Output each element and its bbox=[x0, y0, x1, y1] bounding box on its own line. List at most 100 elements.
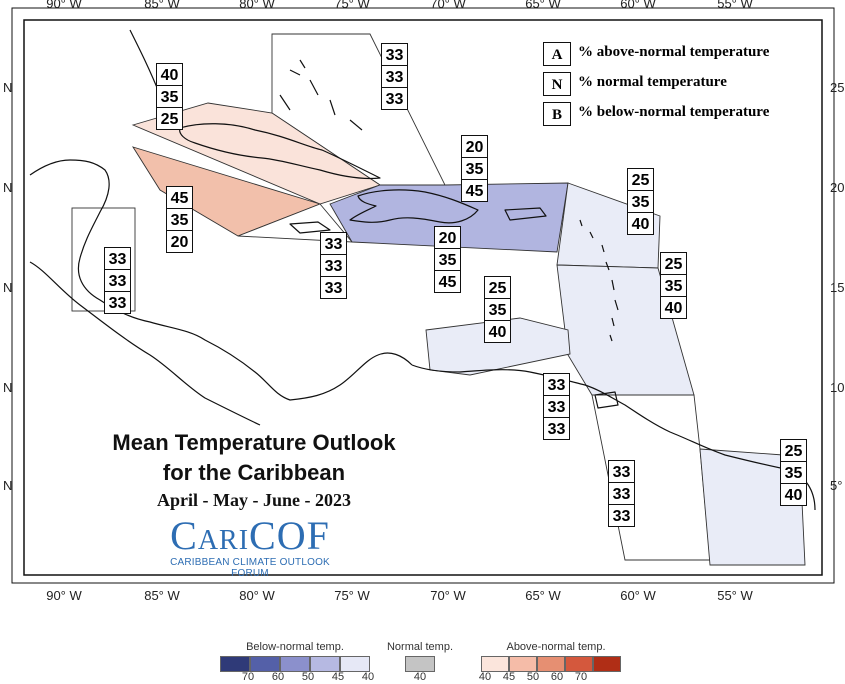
scale-tick-below: 60 bbox=[271, 671, 285, 683]
region-cayman-jamaica-values: 45 35 20 bbox=[166, 186, 193, 253]
value-below: 45 bbox=[461, 179, 488, 202]
scale-tick-below: 70 bbox=[241, 671, 255, 683]
scale-swatch-normal bbox=[405, 656, 435, 672]
value-above: 25 bbox=[484, 276, 511, 299]
region-leeward-values: 25 35 40 bbox=[627, 168, 654, 235]
value-normal: 33 bbox=[104, 269, 131, 292]
lon-label-top: 70° W bbox=[430, 0, 466, 11]
scale-swatch-above bbox=[565, 656, 593, 672]
lat-label-right: 5° bbox=[830, 478, 843, 493]
value-above: 33 bbox=[543, 373, 570, 396]
scale-swatch-below bbox=[220, 656, 250, 672]
value-normal: 35 bbox=[156, 85, 183, 108]
value-below: 33 bbox=[608, 504, 635, 527]
mexico-central-america-outline bbox=[29, 159, 413, 401]
hispaniola-outline bbox=[349, 189, 479, 224]
lon-label-bottom: 65° W bbox=[525, 588, 561, 603]
lat-label-right: 15 bbox=[830, 280, 845, 295]
zone-cuba bbox=[131, 102, 382, 205]
lon-label-top: 85° W bbox=[144, 0, 180, 11]
value-above: 20 bbox=[461, 135, 488, 158]
value-above: 40 bbox=[156, 63, 183, 86]
map-inner-frame bbox=[23, 19, 823, 576]
lesser-antilles-outline bbox=[579, 219, 619, 342]
scale-tick-below: 40 bbox=[361, 671, 375, 683]
scale-swatch-above bbox=[537, 656, 565, 672]
lat-label-left: N bbox=[3, 80, 13, 95]
value-below: 40 bbox=[484, 320, 511, 343]
scale-tick-above: 60 bbox=[550, 671, 564, 683]
puerto-rico-outline bbox=[504, 207, 547, 221]
value-normal: 35 bbox=[461, 157, 488, 180]
scale-swatch-below bbox=[250, 656, 280, 672]
lon-label-bottom: 85° W bbox=[144, 588, 180, 603]
scale-swatch-below bbox=[340, 656, 370, 672]
value-normal: 35 bbox=[166, 208, 193, 231]
value-below: 33 bbox=[320, 276, 347, 299]
map-subtitle: for the Caribbean bbox=[162, 460, 346, 485]
region-bahamas-values: 33 33 33 bbox=[381, 43, 408, 110]
value-above: 33 bbox=[320, 232, 347, 255]
season-label: April - May - June - 2023 bbox=[157, 490, 351, 510]
lon-label-top: 80° W bbox=[239, 0, 275, 11]
value-above: 25 bbox=[780, 439, 807, 462]
lat-label-right: 10 bbox=[830, 380, 845, 395]
legend-text-above: % above-normal temperature bbox=[578, 44, 770, 60]
scale-swatch-above bbox=[481, 656, 509, 672]
trinidad-outline bbox=[594, 391, 619, 409]
region-cuba-values: 40 35 25 bbox=[156, 63, 183, 130]
value-below: 33 bbox=[381, 87, 408, 110]
central-america-pacific-outline bbox=[29, 261, 261, 426]
value-normal: 33 bbox=[608, 482, 635, 505]
scale-title-normal: Normal temp. bbox=[386, 641, 454, 653]
value-normal: 35 bbox=[484, 298, 511, 321]
lon-label-top: 55° W bbox=[717, 0, 753, 11]
map-frame bbox=[11, 7, 835, 584]
value-above: 45 bbox=[166, 186, 193, 209]
lat-label-right: 25 bbox=[830, 80, 845, 95]
value-normal: 35 bbox=[660, 274, 687, 297]
lat-label-left: N bbox=[3, 478, 13, 493]
value-normal: 33 bbox=[320, 254, 347, 277]
scale-tick-below: 50 bbox=[301, 671, 315, 683]
region-hispaniola-north-values: 20 35 45 bbox=[461, 135, 488, 202]
caricof-logo-subtitle: CARIBBEAN CLIMATE OUTLOOK FORUM bbox=[170, 557, 330, 579]
value-above: 33 bbox=[608, 460, 635, 483]
value-normal: 35 bbox=[434, 248, 461, 271]
legend-text-below: % below-normal temperature bbox=[578, 104, 770, 120]
zone-belize-honduras bbox=[71, 207, 136, 312]
value-above: 25 bbox=[660, 252, 687, 275]
bahamas-outline bbox=[279, 59, 363, 131]
lat-label-left: N bbox=[3, 380, 13, 395]
lat-label-right: 20 bbox=[830, 180, 845, 195]
south-america-outline bbox=[411, 364, 816, 511]
scale-tick-normal: 40 bbox=[413, 671, 427, 683]
lon-label-bottom: 80° W bbox=[239, 588, 275, 603]
lon-label-top: 65° W bbox=[525, 0, 561, 11]
value-above: 25 bbox=[627, 168, 654, 191]
value-below: 40 bbox=[660, 296, 687, 319]
caricof-logo: CariCOF bbox=[170, 513, 330, 558]
lon-label-top: 90° W bbox=[46, 0, 82, 11]
lon-label-top: 75° W bbox=[334, 0, 370, 11]
value-normal: 35 bbox=[780, 461, 807, 484]
region-trinidad-values: 33 33 33 bbox=[543, 373, 570, 440]
scale-swatch-above bbox=[593, 656, 621, 672]
scale-swatch-below bbox=[310, 656, 340, 672]
value-below: 45 bbox=[434, 270, 461, 293]
lon-label-bottom: 75° W bbox=[334, 588, 370, 603]
scale-tick-above: 45 bbox=[502, 671, 516, 683]
scale-title-above: Above-normal temp. bbox=[506, 641, 606, 653]
value-normal: 35 bbox=[627, 190, 654, 213]
value-below: 20 bbox=[166, 230, 193, 253]
legend-key-n: N bbox=[543, 72, 571, 96]
scale-tick-above: 40 bbox=[478, 671, 492, 683]
value-below: 40 bbox=[780, 483, 807, 506]
zone-suriname-guiana bbox=[699, 448, 806, 566]
region-jamaica-south-values: 33 33 33 bbox=[320, 232, 347, 299]
scale-tick-above: 50 bbox=[526, 671, 540, 683]
value-below: 33 bbox=[543, 417, 570, 440]
region-abc-values: 25 35 40 bbox=[484, 276, 511, 343]
region-guyana-values: 33 33 33 bbox=[608, 460, 635, 527]
